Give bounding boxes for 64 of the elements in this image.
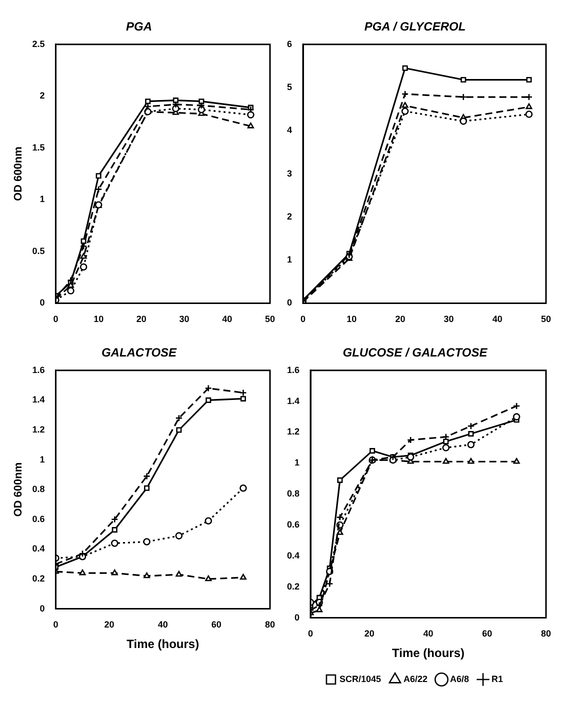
x-tick-label: 60 xyxy=(211,620,222,630)
x-tick-label: 20 xyxy=(364,628,374,639)
y-tick-label: 2.5 xyxy=(32,38,45,49)
x-tick-label: 40 xyxy=(222,314,232,324)
y-tick-label: 1.2 xyxy=(286,426,300,437)
y-tick-label: 1 xyxy=(40,454,45,464)
y-tick-label: 1.5 xyxy=(32,142,45,152)
x-tick-label: 30 xyxy=(179,314,190,324)
y-tick-label: 0.4 xyxy=(32,544,45,554)
x-tick-label: 0 xyxy=(308,628,314,639)
y-tick-label: 0.4 xyxy=(286,550,300,560)
x-tick-label: 50 xyxy=(540,314,552,324)
y-tick-label: 0.2 xyxy=(32,573,45,584)
y-tick-label: 0.6 xyxy=(32,514,45,524)
legend-label: A6/22 xyxy=(403,674,428,684)
y-tick-label: 1.6 xyxy=(32,364,45,375)
x-tick-label: 40 xyxy=(158,620,168,630)
y-axis-title: OD 600nm xyxy=(12,146,25,202)
x-tick-label: 10 xyxy=(346,314,357,324)
x-axis-title: Time (hours) xyxy=(392,646,464,660)
x-tick-label: 20 xyxy=(395,314,406,324)
y-tick-label: 0.8 xyxy=(32,484,45,494)
y-tick-label: 1.2 xyxy=(32,424,45,434)
y-tick-label: 0.8 xyxy=(286,488,300,499)
x-tick-label: 80 xyxy=(264,620,276,630)
y-tick-label: 6 xyxy=(286,38,292,49)
legend-label: R1 xyxy=(492,674,504,684)
y-tick-label: 0.2 xyxy=(286,581,300,592)
chart-title: PGA xyxy=(126,20,152,34)
y-tick-label: 4 xyxy=(286,125,292,136)
y-tick-label: 3 xyxy=(286,168,292,178)
y-tick-label: 1.4 xyxy=(32,394,45,405)
x-tick-label: 20 xyxy=(104,620,114,630)
y-tick-label: 1.4 xyxy=(286,396,300,406)
y-tick-label: 0 xyxy=(286,298,292,308)
x-tick-label: 30 xyxy=(444,314,454,324)
x-tick-label: 50 xyxy=(264,314,276,324)
y-axis-title: OD 600nm xyxy=(12,462,25,517)
y-tick-label: 5 xyxy=(286,82,292,92)
x-tick-label: 40 xyxy=(423,628,434,639)
x-tick-label: 40 xyxy=(492,314,502,324)
chart-title: PGA / GLYCEROL xyxy=(364,20,466,34)
y-tick-label: 0.5 xyxy=(32,246,45,256)
x-tick-label: 80 xyxy=(540,628,552,639)
y-tick-label: 2 xyxy=(40,90,45,101)
x-tick-label: 0 xyxy=(53,620,58,630)
x-axis-title: Time (hours) xyxy=(126,637,200,652)
y-tick-label: 0 xyxy=(294,612,300,622)
y-tick-label: 1 xyxy=(294,458,300,468)
y-tick-label: 0.6 xyxy=(286,520,300,530)
y-tick-label: 1 xyxy=(286,254,292,265)
y-tick-label: 2 xyxy=(286,211,292,222)
legend-label: SCR/1045 xyxy=(339,674,382,684)
y-tick-label: 0 xyxy=(40,603,45,614)
x-tick-label: 60 xyxy=(482,628,492,639)
x-tick-label: 10 xyxy=(94,314,104,324)
x-tick-label: 0 xyxy=(53,314,58,324)
legend-label: A6/8 xyxy=(450,674,470,684)
y-tick-label: 0 xyxy=(40,298,45,308)
y-tick-label: 1 xyxy=(40,194,45,204)
chart-title: GLUCOSE / GALACTOSE xyxy=(342,346,488,360)
y-tick-label: 1.6 xyxy=(286,364,300,375)
chart-title: GALACTOSE xyxy=(101,346,178,360)
x-tick-label: 20 xyxy=(136,314,146,324)
